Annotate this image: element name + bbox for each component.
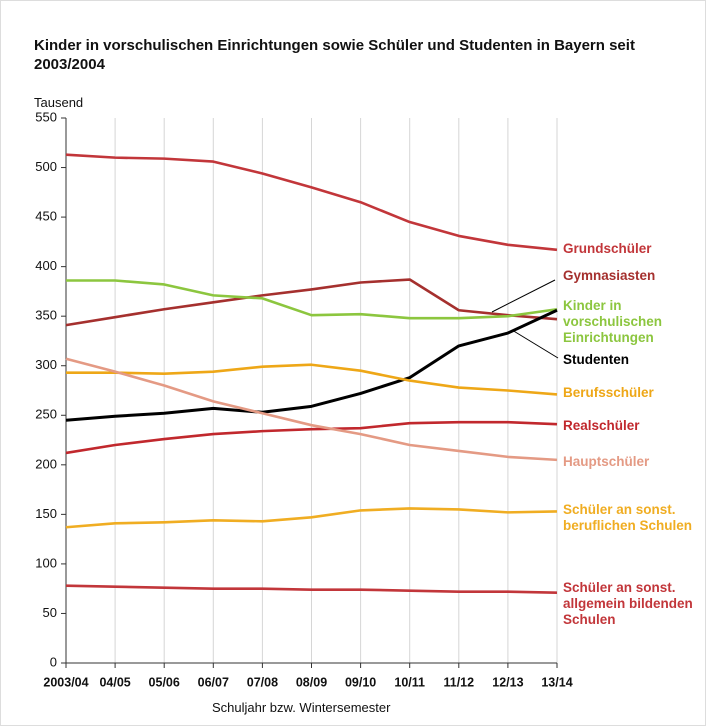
series-label: Berufsschüler: [563, 385, 654, 400]
series-line: [65, 278, 558, 327]
x-tick-label: 11/12: [444, 675, 475, 689]
x-tick-label: 04/05: [99, 675, 130, 689]
y-tick-label: 0: [50, 654, 57, 669]
y-tick-label: 250: [35, 407, 57, 422]
series-label: Realschüler: [563, 418, 640, 433]
y-tick-label: 400: [35, 258, 57, 273]
x-tick-label: 12/13: [492, 675, 523, 689]
x-axis-label: Schuljahr bzw. Wintersemester: [212, 700, 391, 715]
x-tick-label: 08/09: [296, 675, 327, 689]
series-label: Gymnasiasten: [563, 268, 656, 283]
y-axis-label: Tausend: [34, 95, 84, 110]
series-line: [65, 507, 558, 529]
y-tick-label: 150: [35, 506, 57, 521]
x-tick-label: 10/11: [394, 675, 425, 689]
y-tick-label: 450: [35, 209, 57, 224]
x-tick-label: 05/06: [149, 675, 180, 689]
series-label: Kinder in vorschulischen Einrichtungen: [563, 298, 663, 345]
series-label: Schüler an sonst. beruflichen Schulen: [563, 502, 693, 533]
y-tick-label: 350: [35, 308, 57, 323]
series-label: Hauptschüler: [563, 454, 650, 469]
x-tick-label: 09/10: [345, 675, 376, 689]
x-tick-label: 2003/04: [43, 675, 88, 689]
y-tick-label: 550: [35, 109, 57, 124]
chart-title: Kinder in vorschulischen Einrichtungen s…: [34, 37, 635, 73]
y-tick-label: 100: [35, 555, 57, 570]
x-tick-label: 06/07: [198, 675, 229, 689]
series-line: [65, 153, 558, 252]
series-line: [66, 363, 558, 396]
series-line: [66, 279, 558, 320]
leader-line: [511, 329, 559, 359]
series-label: Studenten: [563, 352, 629, 367]
series-label: Grundschüler: [563, 241, 652, 256]
x-tick-label: 13/14: [541, 675, 572, 689]
x-tick-label: 07/08: [247, 675, 278, 689]
y-tick-label: 500: [35, 159, 57, 174]
series-line: [65, 420, 558, 455]
series-label: Schüler an sonst. allgemein bildenden Sc…: [563, 580, 693, 627]
series-line: [65, 308, 558, 422]
y-tick-label: 200: [35, 456, 57, 471]
y-tick-label: 50: [43, 605, 57, 620]
leader-line: [491, 279, 556, 313]
y-tick-label: 300: [35, 357, 57, 372]
series-line: [65, 584, 558, 594]
series-line: [65, 357, 558, 462]
